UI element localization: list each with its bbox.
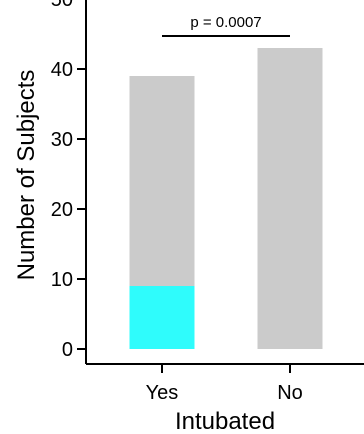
x-tick-label-no: No [277,382,303,404]
y-tick-label: 30 [51,129,73,151]
bar-yes-series-1 [129,286,195,349]
p-value-label: p = 0.0007 [190,14,261,31]
y-axis-title: Number of Subjects [13,70,40,281]
bar-yes-series-2 [129,76,195,286]
significance-annotation: p = 0.0007 [162,14,290,37]
x-axis-title: Intubated [175,408,275,434]
bars-group [129,48,323,349]
y-tick-label: 40 [51,59,73,81]
y-tick-label: 20 [51,199,73,221]
y-tick-label: 50 [51,0,73,11]
x-tick-label-yes: Yes [146,382,179,404]
y-tick-label: 10 [51,269,73,291]
bar-no-series-2 [257,48,323,349]
y-ticks-group: 0 10 20 30 40 50 [51,0,86,361]
y-tick-label: 0 [62,339,73,361]
x-ticks-group: Yes No [146,364,303,404]
